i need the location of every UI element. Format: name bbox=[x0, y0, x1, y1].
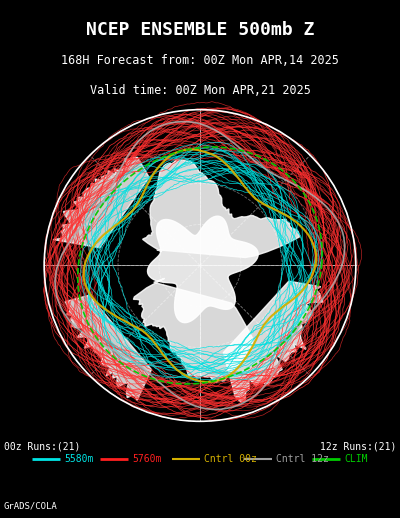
Text: 5760m: 5760m bbox=[132, 454, 161, 464]
Polygon shape bbox=[134, 278, 253, 383]
Polygon shape bbox=[53, 157, 149, 248]
Polygon shape bbox=[142, 159, 300, 257]
Polygon shape bbox=[223, 281, 323, 402]
Text: NCEP ENSEMBLE 500mb Z: NCEP ENSEMBLE 500mb Z bbox=[86, 21, 314, 38]
Polygon shape bbox=[65, 295, 152, 400]
Polygon shape bbox=[148, 216, 258, 323]
Text: GrADS/COLA: GrADS/COLA bbox=[4, 501, 58, 510]
Text: 168H Forecast from: 00Z Mon APR,14 2025: 168H Forecast from: 00Z Mon APR,14 2025 bbox=[61, 54, 339, 67]
Text: 5580m: 5580m bbox=[64, 454, 93, 464]
Text: Valid time: 00Z Mon APR,21 2025: Valid time: 00Z Mon APR,21 2025 bbox=[90, 84, 310, 97]
Text: Cntrl 00z: Cntrl 00z bbox=[204, 454, 257, 464]
Text: 00z Runs:(21): 00z Runs:(21) bbox=[4, 441, 80, 451]
Text: CLIM: CLIM bbox=[344, 454, 368, 464]
Text: 12z Runs:(21): 12z Runs:(21) bbox=[320, 441, 396, 451]
Text: Cntrl 12z: Cntrl 12z bbox=[276, 454, 329, 464]
